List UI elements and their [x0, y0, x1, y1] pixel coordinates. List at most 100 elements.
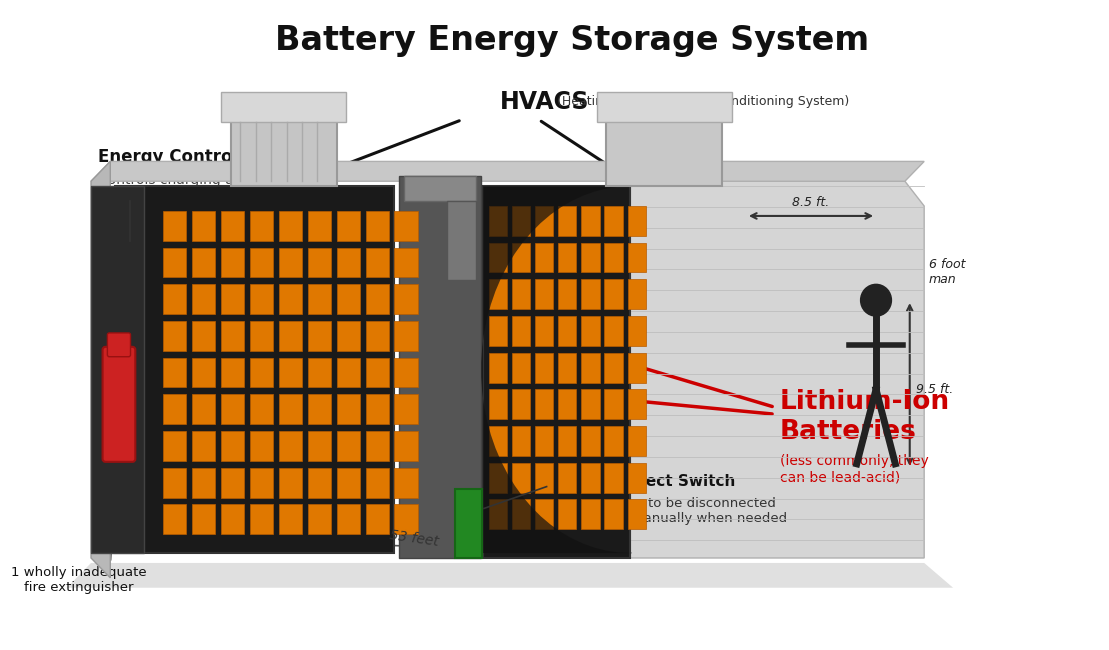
- FancyBboxPatch shape: [163, 358, 186, 387]
- Text: 6 foot
man: 6 foot man: [929, 259, 966, 287]
- FancyBboxPatch shape: [250, 321, 273, 351]
- Text: Battery Energy Storage System: Battery Energy Storage System: [275, 24, 868, 57]
- FancyBboxPatch shape: [581, 242, 600, 272]
- FancyBboxPatch shape: [558, 426, 577, 456]
- FancyBboxPatch shape: [163, 321, 186, 351]
- FancyBboxPatch shape: [163, 395, 186, 424]
- FancyBboxPatch shape: [163, 284, 186, 314]
- Circle shape: [861, 284, 892, 316]
- FancyBboxPatch shape: [535, 389, 553, 419]
- FancyBboxPatch shape: [221, 358, 244, 387]
- FancyBboxPatch shape: [395, 431, 418, 461]
- FancyBboxPatch shape: [395, 504, 418, 534]
- FancyBboxPatch shape: [163, 504, 186, 534]
- FancyBboxPatch shape: [337, 395, 359, 424]
- FancyBboxPatch shape: [395, 321, 418, 351]
- FancyBboxPatch shape: [628, 499, 645, 529]
- FancyBboxPatch shape: [558, 499, 577, 529]
- FancyBboxPatch shape: [581, 353, 600, 382]
- FancyBboxPatch shape: [221, 504, 244, 534]
- FancyBboxPatch shape: [221, 468, 244, 497]
- FancyBboxPatch shape: [535, 426, 553, 456]
- FancyBboxPatch shape: [581, 426, 600, 456]
- FancyBboxPatch shape: [337, 211, 359, 240]
- FancyBboxPatch shape: [192, 248, 215, 278]
- FancyBboxPatch shape: [395, 395, 418, 424]
- FancyBboxPatch shape: [163, 248, 186, 278]
- Text: Controls charging and
discharging of batteries: Controls charging and discharging of bat…: [98, 174, 263, 203]
- FancyBboxPatch shape: [581, 316, 600, 346]
- FancyBboxPatch shape: [581, 389, 600, 419]
- Text: Lithium-Ion
Batteries: Lithium-Ion Batteries: [780, 389, 949, 445]
- FancyBboxPatch shape: [395, 211, 418, 240]
- FancyBboxPatch shape: [489, 426, 507, 456]
- Polygon shape: [630, 181, 924, 558]
- FancyBboxPatch shape: [337, 358, 359, 387]
- FancyBboxPatch shape: [628, 280, 645, 309]
- FancyBboxPatch shape: [192, 431, 215, 461]
- FancyBboxPatch shape: [558, 242, 577, 272]
- FancyBboxPatch shape: [489, 316, 507, 346]
- FancyBboxPatch shape: [604, 426, 622, 456]
- FancyBboxPatch shape: [366, 248, 388, 278]
- Polygon shape: [91, 161, 110, 578]
- FancyBboxPatch shape: [250, 468, 273, 497]
- Text: (less commonly, they
can be lead-acid): (less commonly, they can be lead-acid): [780, 454, 928, 484]
- FancyBboxPatch shape: [489, 206, 507, 236]
- FancyBboxPatch shape: [250, 248, 273, 278]
- FancyBboxPatch shape: [558, 316, 577, 346]
- FancyBboxPatch shape: [558, 353, 577, 382]
- FancyBboxPatch shape: [250, 211, 273, 240]
- FancyBboxPatch shape: [108, 333, 131, 357]
- FancyBboxPatch shape: [535, 280, 553, 309]
- FancyBboxPatch shape: [221, 321, 244, 351]
- FancyBboxPatch shape: [366, 395, 388, 424]
- FancyBboxPatch shape: [535, 206, 553, 236]
- FancyBboxPatch shape: [192, 211, 215, 240]
- FancyBboxPatch shape: [512, 316, 530, 346]
- FancyBboxPatch shape: [337, 284, 359, 314]
- FancyBboxPatch shape: [221, 284, 244, 314]
- FancyBboxPatch shape: [366, 211, 388, 240]
- FancyBboxPatch shape: [366, 284, 388, 314]
- FancyBboxPatch shape: [447, 201, 476, 280]
- FancyBboxPatch shape: [604, 206, 622, 236]
- FancyBboxPatch shape: [337, 248, 359, 278]
- FancyBboxPatch shape: [489, 499, 507, 529]
- FancyBboxPatch shape: [307, 248, 330, 278]
- FancyBboxPatch shape: [278, 211, 302, 240]
- FancyBboxPatch shape: [558, 206, 577, 236]
- FancyBboxPatch shape: [192, 321, 215, 351]
- Text: 1 wholly inadequate
fire extinguisher: 1 wholly inadequate fire extinguisher: [11, 566, 146, 594]
- FancyBboxPatch shape: [192, 468, 215, 497]
- Polygon shape: [115, 186, 395, 553]
- FancyBboxPatch shape: [607, 117, 722, 186]
- FancyBboxPatch shape: [581, 499, 600, 529]
- FancyBboxPatch shape: [628, 353, 645, 382]
- FancyBboxPatch shape: [278, 321, 302, 351]
- FancyBboxPatch shape: [597, 92, 732, 122]
- FancyBboxPatch shape: [278, 395, 302, 424]
- FancyBboxPatch shape: [489, 242, 507, 272]
- FancyBboxPatch shape: [307, 431, 330, 461]
- FancyBboxPatch shape: [628, 389, 645, 419]
- Text: Allows system to be disconnected
remotely or manually when needed: Allows system to be disconnected remotel…: [549, 497, 786, 525]
- Text: Energy Control System: Energy Control System: [98, 148, 313, 166]
- FancyBboxPatch shape: [221, 92, 346, 122]
- Polygon shape: [484, 186, 630, 558]
- FancyBboxPatch shape: [221, 248, 244, 278]
- FancyBboxPatch shape: [512, 463, 530, 493]
- FancyBboxPatch shape: [512, 426, 530, 456]
- FancyBboxPatch shape: [604, 316, 622, 346]
- FancyBboxPatch shape: [395, 358, 418, 387]
- FancyBboxPatch shape: [192, 504, 215, 534]
- FancyBboxPatch shape: [250, 395, 273, 424]
- FancyBboxPatch shape: [337, 504, 359, 534]
- FancyBboxPatch shape: [489, 353, 507, 382]
- FancyBboxPatch shape: [250, 431, 273, 461]
- Text: 9.5 ft.: 9.5 ft.: [916, 383, 954, 396]
- FancyBboxPatch shape: [489, 463, 507, 493]
- FancyBboxPatch shape: [337, 431, 359, 461]
- FancyBboxPatch shape: [278, 284, 302, 314]
- FancyBboxPatch shape: [163, 431, 186, 461]
